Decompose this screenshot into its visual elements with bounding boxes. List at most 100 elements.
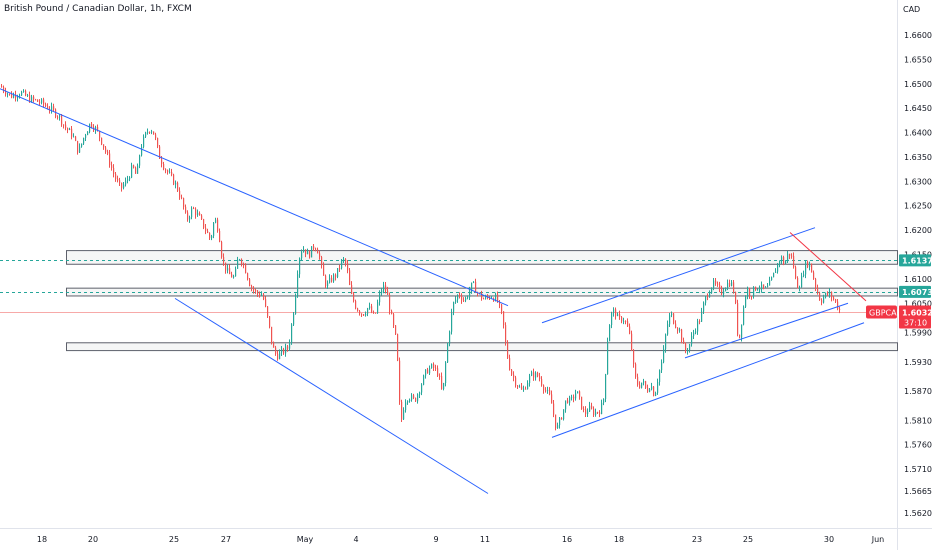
candle-body: [457, 295, 458, 300]
candle-body: [391, 311, 392, 314]
candle-body: [373, 313, 374, 314]
candle-body: [223, 257, 224, 262]
candle-body: [627, 321, 628, 326]
countdown-text: 37:10: [904, 319, 927, 328]
price-tick-label: 1.64000: [904, 129, 932, 138]
candle-body: [783, 257, 784, 264]
candle: [563, 409, 564, 420]
candle-body: [169, 172, 170, 173]
candle-body: [413, 395, 414, 398]
candle-body: [253, 288, 254, 290]
candle-body: [59, 115, 60, 117]
candle-body: [349, 270, 350, 285]
candle-body: [511, 370, 512, 375]
candle-body: [829, 292, 830, 295]
candle-body: [541, 379, 542, 385]
candle-body: [181, 197, 182, 198]
candle-body: [769, 280, 770, 285]
candle-body: [101, 138, 102, 145]
candle-body: [207, 231, 208, 233]
candle-body: [537, 373, 538, 377]
candle: [423, 375, 424, 386]
candle: [445, 361, 446, 386]
candle-body: [603, 399, 604, 403]
candle-body: [105, 147, 106, 151]
candle-body: [673, 313, 674, 323]
price-tick-label: 1.65500: [904, 55, 932, 64]
candle-body: [651, 387, 652, 390]
candle: [447, 343, 448, 363]
candle-body: [257, 291, 258, 294]
candle-body: [709, 293, 710, 297]
candle-body: [367, 308, 368, 314]
candle-body: [455, 300, 456, 303]
candle-body: [741, 325, 742, 338]
candle-body: [297, 274, 298, 295]
price-axis: 1.660001.655001.650001.645001.640001.635…: [904, 31, 932, 518]
candle-body: [127, 179, 128, 180]
candle-body: [823, 297, 824, 302]
price-tag-level-1: 1.61379: [899, 254, 932, 266]
candle-body: [313, 246, 314, 248]
candle-body: [579, 391, 580, 396]
candle-body: [637, 377, 638, 385]
candle-body: [725, 288, 726, 291]
candle-body: [385, 285, 386, 290]
candle-body: [825, 293, 826, 297]
candle-body: [647, 388, 648, 392]
candle-body: [547, 390, 548, 391]
candle-body: [7, 94, 8, 95]
candle: [55, 108, 56, 118]
candle-body: [451, 312, 452, 332]
candle: [341, 259, 342, 270]
candle: [271, 327, 272, 345]
candle-body: [749, 289, 750, 296]
time-tick-label: 25: [743, 535, 753, 544]
candle: [203, 219, 204, 229]
candle-body: [281, 349, 282, 352]
candle-body: [91, 124, 92, 127]
candle-body: [69, 129, 70, 130]
candle: [75, 136, 76, 141]
candle-body: [549, 390, 550, 394]
candle-body: [807, 262, 808, 267]
time-tick-label: 18: [37, 535, 47, 544]
candle-body: [625, 321, 626, 322]
candle-body: [41, 99, 42, 102]
candle-body: [521, 387, 522, 390]
candle: [811, 263, 812, 272]
candle-body: [731, 282, 732, 286]
candle-body: [681, 330, 682, 341]
candle-body: [811, 264, 812, 273]
candle-body: [259, 294, 260, 296]
candle-body: [77, 141, 78, 153]
candle-body: [675, 324, 676, 328]
candle-body: [427, 369, 428, 373]
candle-body: [361, 314, 362, 315]
candle-body: [743, 307, 744, 325]
candle-body: [119, 180, 120, 182]
candle: [745, 295, 746, 308]
candle-body: [721, 288, 722, 294]
candle: [641, 383, 642, 389]
candle-body: [737, 303, 738, 335]
candle-body: [279, 352, 280, 359]
candle-body: [417, 394, 418, 401]
candle-body: [115, 174, 116, 179]
candle-body: [149, 132, 150, 133]
candle-body: [39, 102, 40, 103]
candle-body: [533, 372, 534, 377]
candle-body: [431, 364, 432, 368]
zone-rect-3: [67, 343, 898, 351]
candle-body: [581, 397, 582, 409]
candle-body: [661, 362, 662, 370]
candle-body: [691, 336, 692, 344]
candle-body: [121, 183, 122, 188]
candle: [217, 218, 218, 233]
candle: [293, 312, 294, 326]
candle-body: [395, 325, 396, 334]
candle-body: [319, 253, 320, 257]
candle-body: [453, 302, 454, 312]
candle-body: [425, 369, 426, 375]
